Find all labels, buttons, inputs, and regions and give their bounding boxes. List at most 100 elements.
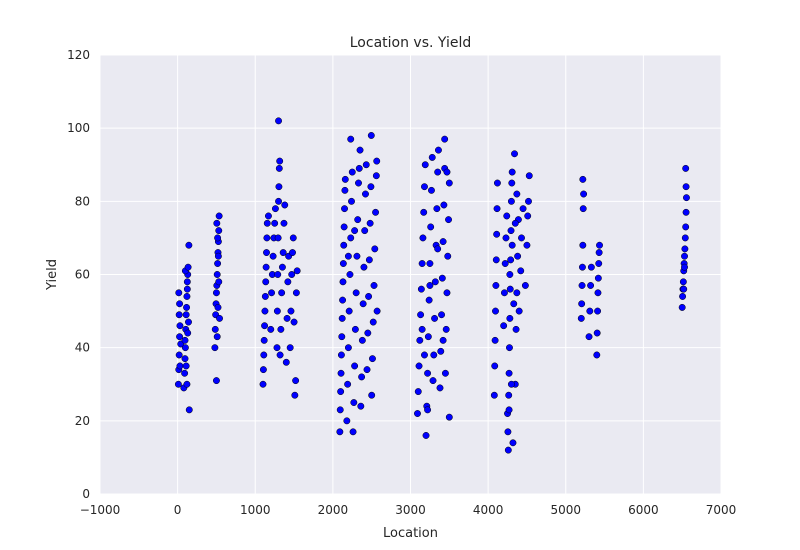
data-point	[517, 267, 525, 275]
data-point	[262, 263, 270, 271]
data-point	[344, 252, 352, 260]
data-point	[263, 234, 271, 242]
data-point	[414, 388, 422, 396]
data-point	[372, 172, 380, 180]
data-point	[434, 168, 442, 176]
data-point	[276, 351, 284, 359]
data-point	[492, 307, 499, 315]
data-point	[427, 223, 435, 231]
data-point	[578, 300, 586, 308]
data-point	[513, 190, 521, 198]
data-point	[260, 336, 268, 344]
data-point	[175, 289, 183, 297]
data-point	[351, 362, 359, 370]
data-point	[507, 256, 515, 264]
data-point	[214, 252, 222, 260]
data-point	[183, 285, 191, 293]
data-point	[422, 432, 430, 439]
data-point	[182, 362, 190, 370]
data-point	[288, 271, 296, 278]
data-point	[337, 369, 345, 377]
data-point	[594, 307, 602, 315]
data-point	[512, 325, 520, 333]
data-point	[363, 366, 371, 374]
data-point	[183, 278, 191, 286]
y-tick-label: 100	[67, 121, 90, 135]
data-point	[491, 362, 499, 370]
data-point	[367, 132, 375, 139]
data-point	[215, 278, 223, 286]
x-tick-label: 7000	[706, 503, 737, 517]
data-point	[372, 208, 380, 216]
data-point	[419, 234, 427, 242]
data-point	[362, 161, 370, 169]
data-point	[490, 391, 498, 399]
data-point	[339, 296, 347, 304]
data-point	[364, 329, 372, 337]
data-point	[434, 245, 442, 253]
data-point	[337, 388, 345, 396]
data-point	[345, 307, 353, 315]
data-point	[507, 380, 515, 388]
data-point	[519, 205, 527, 213]
data-point	[263, 219, 271, 227]
data-point	[683, 194, 690, 202]
data-point	[585, 333, 593, 341]
data-point	[215, 212, 223, 220]
data-point	[579, 175, 587, 183]
data-point	[337, 351, 345, 359]
data-point	[593, 329, 601, 337]
data-point	[358, 336, 366, 344]
data-point	[493, 205, 501, 213]
data-point	[500, 322, 508, 330]
data-point	[274, 234, 282, 242]
data-point	[287, 307, 295, 315]
x-tick-label: 2000	[318, 503, 349, 517]
data-point	[336, 406, 344, 414]
data-point	[492, 256, 500, 264]
data-point	[579, 205, 587, 213]
data-point	[351, 227, 359, 235]
data-point	[341, 175, 349, 183]
data-point	[261, 293, 269, 300]
data-point	[369, 355, 376, 363]
data-point	[267, 325, 275, 333]
data-point	[353, 252, 361, 260]
data-point	[431, 314, 439, 322]
data-point	[259, 380, 267, 388]
data-point	[511, 219, 519, 227]
data-point	[508, 168, 516, 176]
data-point	[361, 227, 369, 235]
data-point	[515, 307, 523, 315]
data-point	[338, 333, 346, 341]
data-point	[439, 238, 447, 246]
x-tick-labels: −1000 0 1000 2000 3000 4000 5000 6000 7000	[80, 503, 737, 517]
data-point	[259, 366, 267, 374]
data-point	[509, 439, 517, 447]
data-point	[269, 252, 277, 260]
y-tick-label: 0	[82, 487, 90, 501]
data-point	[290, 318, 298, 326]
data-point	[293, 267, 301, 275]
data-point	[508, 241, 516, 249]
data-point	[278, 289, 286, 297]
data-point	[424, 369, 432, 377]
data-point	[493, 179, 501, 187]
data-point	[292, 377, 300, 385]
data-point	[344, 344, 352, 352]
data-point	[174, 380, 182, 388]
data-point	[682, 183, 690, 191]
data-point	[355, 179, 362, 187]
data-point	[501, 260, 509, 267]
data-point	[341, 205, 348, 213]
data-point	[366, 219, 374, 227]
data-point	[175, 311, 183, 319]
data-point	[504, 446, 512, 454]
data-point	[437, 347, 445, 355]
data-point	[595, 260, 603, 267]
data-point	[417, 311, 425, 319]
data-point	[261, 322, 269, 330]
data-point	[286, 344, 294, 352]
data-point	[425, 296, 433, 304]
data-point	[492, 282, 500, 289]
